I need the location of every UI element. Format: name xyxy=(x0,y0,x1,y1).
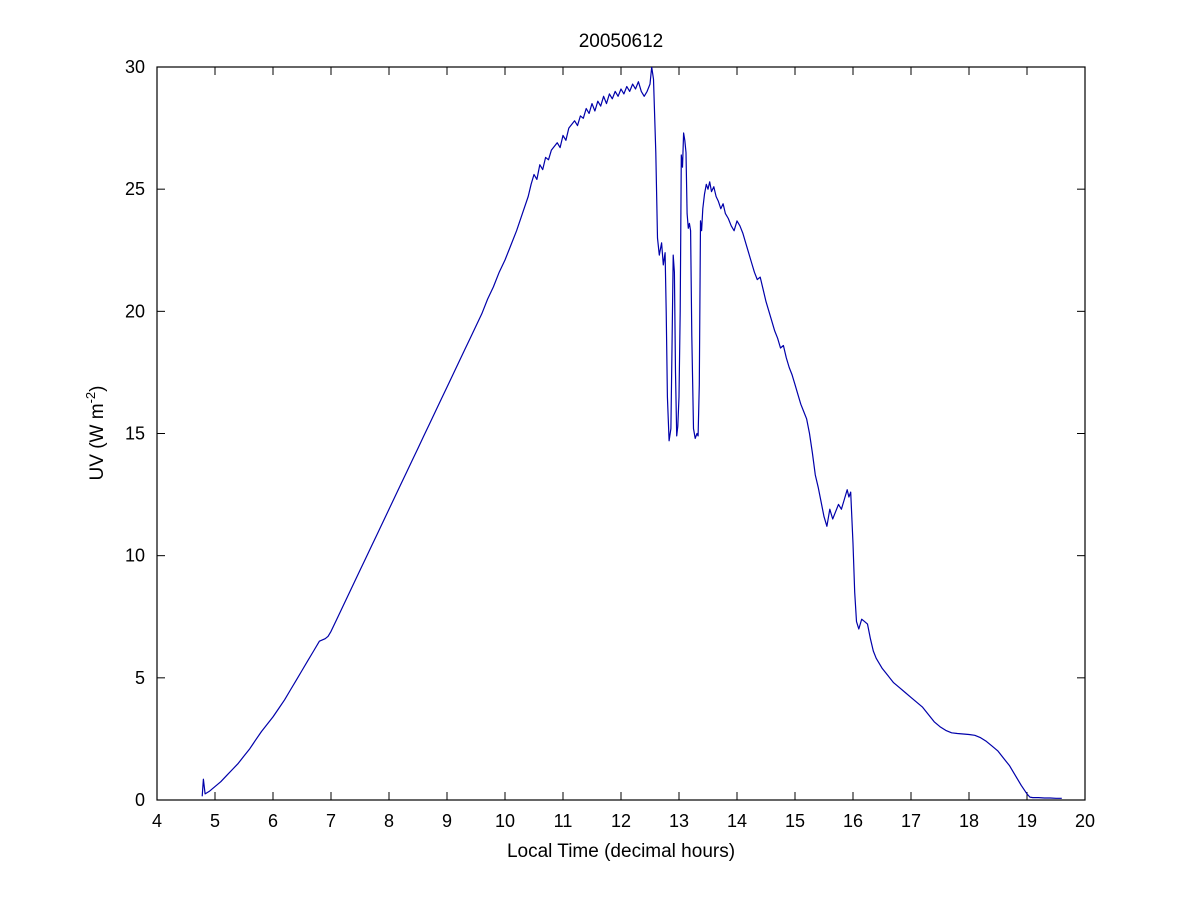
x-tick-label: 11 xyxy=(554,811,573,831)
x-tick-label: 10 xyxy=(495,811,515,831)
axes-box xyxy=(156,66,1086,801)
x-tick-label: 4 xyxy=(152,811,162,831)
y-tick-label: 30 xyxy=(125,57,145,77)
x-tick-label: 16 xyxy=(843,811,863,831)
x-tick-label: 20 xyxy=(1075,811,1095,831)
y-tick-label: 15 xyxy=(125,424,145,444)
y-tick-label: 20 xyxy=(125,301,145,321)
y-tick-label: 0 xyxy=(135,790,145,810)
x-tick-label: 17 xyxy=(901,811,921,831)
x-tick-label: 19 xyxy=(1017,811,1037,831)
x-tick-label: 15 xyxy=(785,811,805,831)
x-tick-label: 13 xyxy=(669,811,689,831)
plot-area: 4 5 6 7 8 9 10 11 12 13 14 15 16 17 18 19 20 0 5 10 15 20 25 30 xyxy=(125,57,1095,831)
x-tick-label: 7 xyxy=(326,811,336,831)
x-tick-label: 18 xyxy=(959,811,979,831)
x-tick-label: 9 xyxy=(442,811,452,831)
y-tick-label: 10 xyxy=(125,546,145,566)
x-tick-label: 8 xyxy=(384,811,394,831)
y-tick-label: 25 xyxy=(125,179,145,199)
y-axis-label-main: UV (W m xyxy=(87,403,108,480)
y-axis-label: UV (W m-2) xyxy=(83,386,108,481)
chart-title: 20050612 xyxy=(579,31,664,52)
x-tick-label: 12 xyxy=(611,811,631,831)
x-tick-label: 14 xyxy=(727,811,747,831)
x-tick-label: 5 xyxy=(210,811,220,831)
y-axis-label-superscript: -2 xyxy=(83,392,98,404)
x-axis-label: Local Time (decimal hours) xyxy=(507,841,735,862)
uv-series-line xyxy=(201,67,1062,799)
y-tick-label: 5 xyxy=(135,668,145,688)
x-tick-label: 6 xyxy=(268,811,278,831)
y-axis-label-close: ) xyxy=(87,386,108,392)
